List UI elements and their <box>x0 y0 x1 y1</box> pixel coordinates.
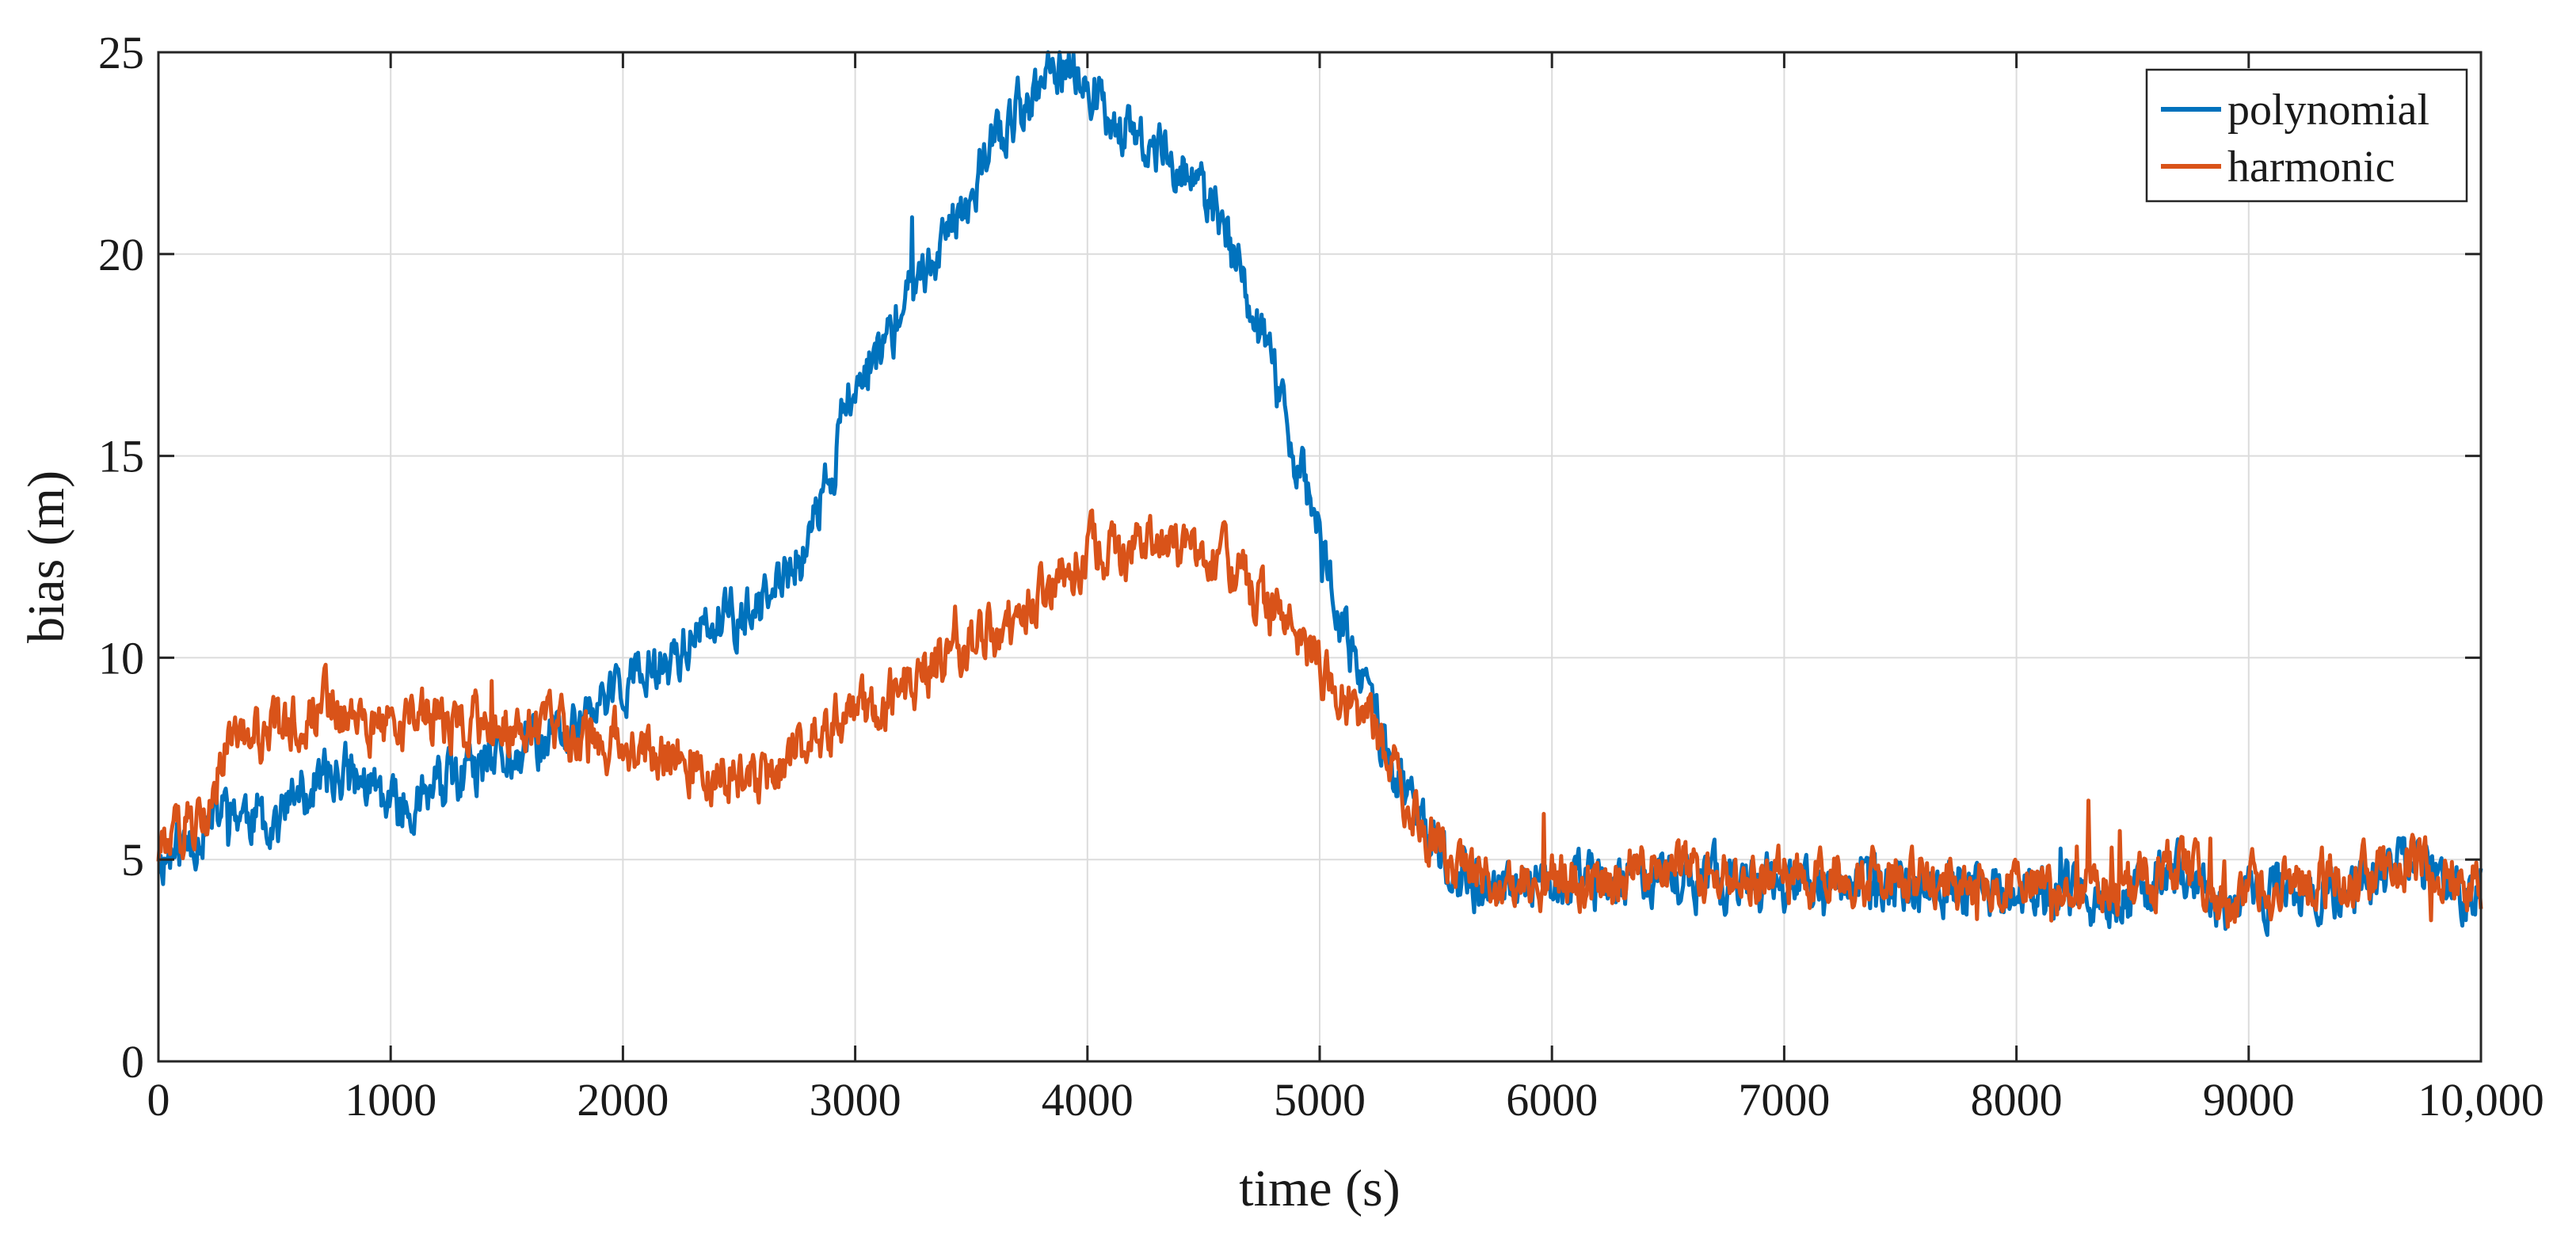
legend-label-harmonic: harmonic <box>2227 143 2395 192</box>
y-tick-label: 5 <box>121 834 144 886</box>
y-tick-label: 10 <box>98 632 144 684</box>
x-tick-label: 5000 <box>1274 1074 1366 1126</box>
x-tick-label: 9000 <box>2203 1074 2295 1126</box>
legend-box <box>2145 68 2468 203</box>
x-tick-label: 8000 <box>1971 1074 2063 1126</box>
series-line-harmonic <box>156 509 2483 929</box>
legend: polynomial harmonic <box>2145 68 2468 203</box>
series-layer <box>156 50 2483 937</box>
ticks: 0 1000 2000 3000 4000 5000 6000 7000 8000 9000 10,… <box>98 27 2544 1126</box>
legend-label-polynomial: polynomial <box>2227 86 2429 135</box>
y-tick-label: 20 <box>98 229 144 280</box>
series-line-polynomial <box>157 50 2483 937</box>
y-tick-label: 15 <box>98 431 144 482</box>
x-axis-title: time (s) <box>1239 1160 1400 1217</box>
x-tick-label: 3000 <box>810 1074 901 1126</box>
y-tick-label: 25 <box>98 27 144 78</box>
x-tick-label: 2000 <box>577 1074 669 1126</box>
x-tick-label: 0 <box>147 1074 170 1126</box>
x-tick-label: 10,000 <box>2418 1074 2544 1126</box>
x-tick-label: 6000 <box>1506 1074 1598 1126</box>
x-tick-label: 1000 <box>345 1074 436 1126</box>
x-tick-label: 4000 <box>1042 1074 1134 1126</box>
x-tick-label: 7000 <box>1738 1074 1830 1126</box>
y-axis-title: bias (m) <box>17 470 75 643</box>
y-tick-label: 0 <box>121 1036 144 1088</box>
